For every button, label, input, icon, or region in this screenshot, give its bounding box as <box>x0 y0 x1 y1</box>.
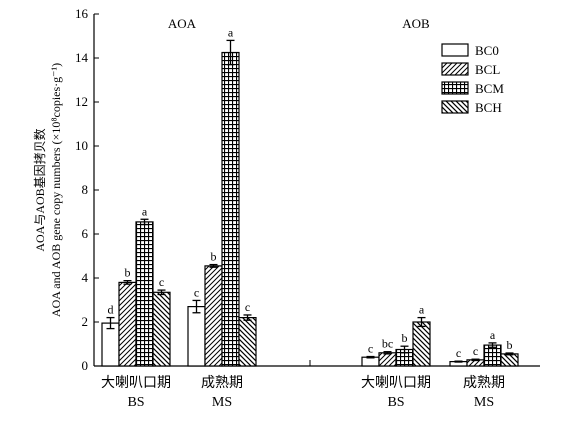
legend-label-bc0: BC0 <box>475 43 499 58</box>
significance-label: c <box>473 344 478 358</box>
x-group-label-en: MS <box>474 395 494 410</box>
bar-bcl <box>204 265 223 367</box>
bar-bcm <box>483 344 502 367</box>
panel-title-aoa: AOA <box>168 16 197 31</box>
significance-label: d <box>108 303 114 317</box>
legend-label-bch: BCH <box>475 100 502 115</box>
panel-title-aob: AOB <box>402 16 430 31</box>
legend-swatch-bcm <box>441 81 469 95</box>
legend-label-bcm: BCM <box>475 81 504 96</box>
significance-label: a <box>490 328 496 342</box>
bar-bch <box>500 353 519 367</box>
significance-label: a <box>228 25 234 39</box>
legend-swatch-bcl <box>441 62 469 76</box>
legend-label-bcl: BCL <box>475 62 500 77</box>
x-group-label-en: BS <box>127 395 144 410</box>
y-tick-label: 12 <box>75 94 88 109</box>
significance-label: b <box>211 250 217 264</box>
significance-label: a <box>142 204 148 218</box>
x-group-label-cn: 大喇叭口期 <box>101 375 171 391</box>
significance-label: c <box>456 346 461 360</box>
bar-bch <box>412 321 431 367</box>
legend-swatch-bch <box>441 100 469 114</box>
bar-bcm <box>221 51 240 367</box>
bar-bc0 <box>187 306 206 367</box>
y-tick-label: 8 <box>82 182 89 197</box>
bar-bcm <box>135 221 154 367</box>
y-tick-label: 2 <box>82 314 89 329</box>
y-tick-label: 6 <box>82 226 89 241</box>
significance-label: b <box>125 266 131 280</box>
y-tick-label: 0 <box>82 358 89 373</box>
significance-label: c <box>368 342 373 356</box>
significance-label: bc <box>382 337 393 351</box>
legend: BC0 BCL BCM BCH <box>441 43 504 115</box>
x-group-label-cn: 大喇叭口期 <box>361 375 431 391</box>
significance-label: a <box>419 303 425 317</box>
bar-bcl <box>378 352 397 367</box>
bar-bcl <box>118 281 137 367</box>
legend-swatch-bc0 <box>441 43 469 57</box>
significance-label: c <box>159 275 164 289</box>
y-tick-label: 4 <box>82 270 89 285</box>
bar-bch <box>152 291 171 367</box>
y-tick-label: 10 <box>75 138 88 153</box>
bar-bch <box>238 317 257 367</box>
significance-label: b <box>507 338 513 352</box>
y-tick-label: 14 <box>75 50 89 65</box>
x-group-label-cn: 成熟期 <box>463 375 505 391</box>
significance-label: c <box>245 300 250 314</box>
x-group-label-en: MS <box>212 395 232 410</box>
y-axis-title-cn: AOA与AOB基因拷贝数 <box>32 128 47 251</box>
x-group-label-en: BS <box>387 395 404 410</box>
x-group-label-cn: 成熟期 <box>201 375 243 391</box>
bar-bc0 <box>101 322 120 367</box>
significance-label: b <box>402 331 408 345</box>
bar-bc0 <box>361 356 380 367</box>
y-axis-title-en: AOA and AOB gene copy numbers (×10⁸copie… <box>49 63 63 317</box>
significance-label: c <box>194 285 199 299</box>
y-tick-label: 16 <box>75 6 89 21</box>
